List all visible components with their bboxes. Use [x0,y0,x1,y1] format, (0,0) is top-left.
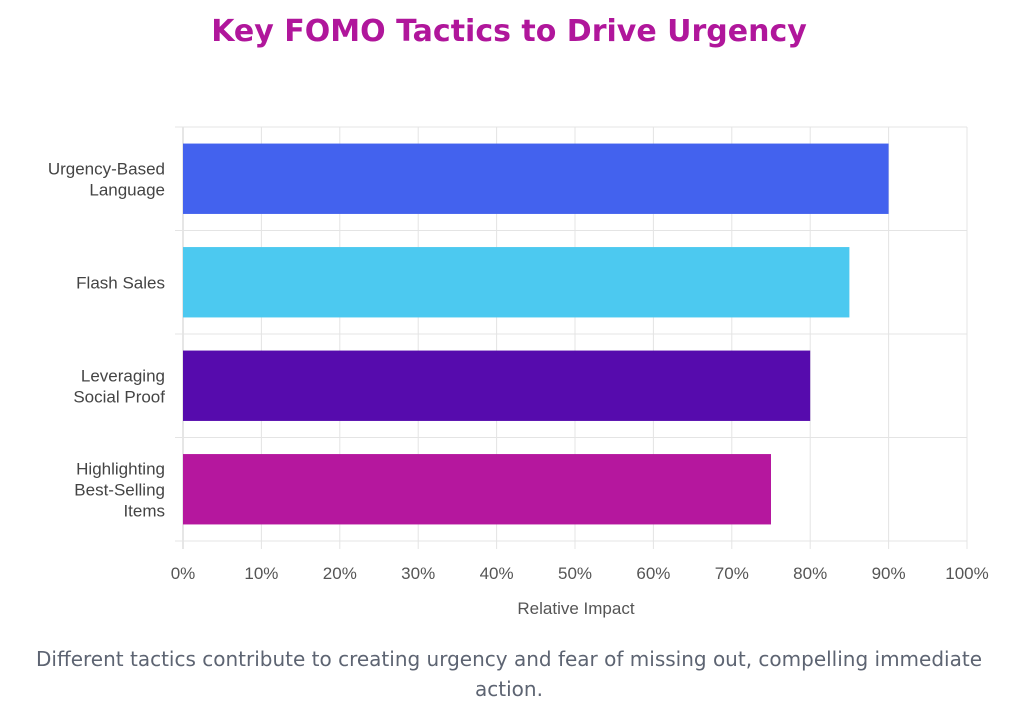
x-axis-label: Relative Impact [517,599,634,618]
x-tick-label: 60% [636,564,670,583]
category-label-line: Flash Sales [76,273,165,292]
category-label: Flash Sales [76,273,165,292]
category-label-line: Items [123,501,165,520]
category-label-line: Language [89,180,165,199]
x-tick-label: 0% [171,564,196,583]
bar[interactable] [183,350,811,421]
x-tick-label: 50% [558,564,592,583]
x-tick-label: 10% [244,564,278,583]
x-tick-label: 90% [872,564,906,583]
category-label: Leveraging Social Proof [73,366,165,406]
category-label-line: Best-Selling [74,480,165,499]
x-tick-label: 40% [480,564,514,583]
category-label-line: Social Proof [73,387,165,406]
chart-caption: Different tactics contribute to creating… [35,647,982,701]
category-label-line: Highlighting [76,459,165,478]
x-tick-label: 30% [401,564,435,583]
category-labels: Urgency-Based Language Flash Sales Leveragi… [48,159,165,520]
bar[interactable] [183,247,850,318]
chart-title: Key FOMO Tactics to Drive Urgency [211,14,807,49]
category-label-line: Urgency-Based [48,159,165,178]
bars [183,143,889,525]
x-tick-label: 100% [945,564,988,583]
x-tick-labels: 0% 10% 20% 30% 40% 50% 60% 70% 80% 90% 100% [171,564,989,583]
x-tick-label: 20% [323,564,357,583]
bar[interactable] [183,454,771,525]
bar-chart: Urgency-Based Language Flash Sales Leveragi… [48,126,989,618]
x-tick-label: 80% [793,564,827,583]
category-label: Urgency-Based Language [48,159,165,199]
category-label: Highlighting Best-Selling Items [74,459,165,520]
category-label-line: Leveraging [81,366,165,385]
x-tick-label: 70% [715,564,749,583]
bar[interactable] [183,143,889,214]
